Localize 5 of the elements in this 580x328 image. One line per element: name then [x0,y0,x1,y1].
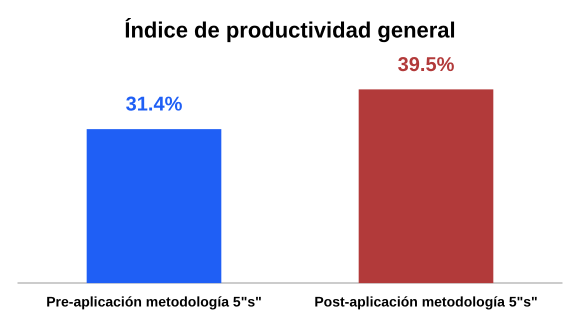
x-tick-label: Pre-aplicación metodología 5"s" [46,293,262,310]
data-label: 31.4% [126,94,183,116]
x-tick-label: Post-aplicación metodología 5"s" [314,293,538,310]
data-label: 39.5% [398,54,455,76]
chart-title: Índice de productividad general [124,17,456,42]
